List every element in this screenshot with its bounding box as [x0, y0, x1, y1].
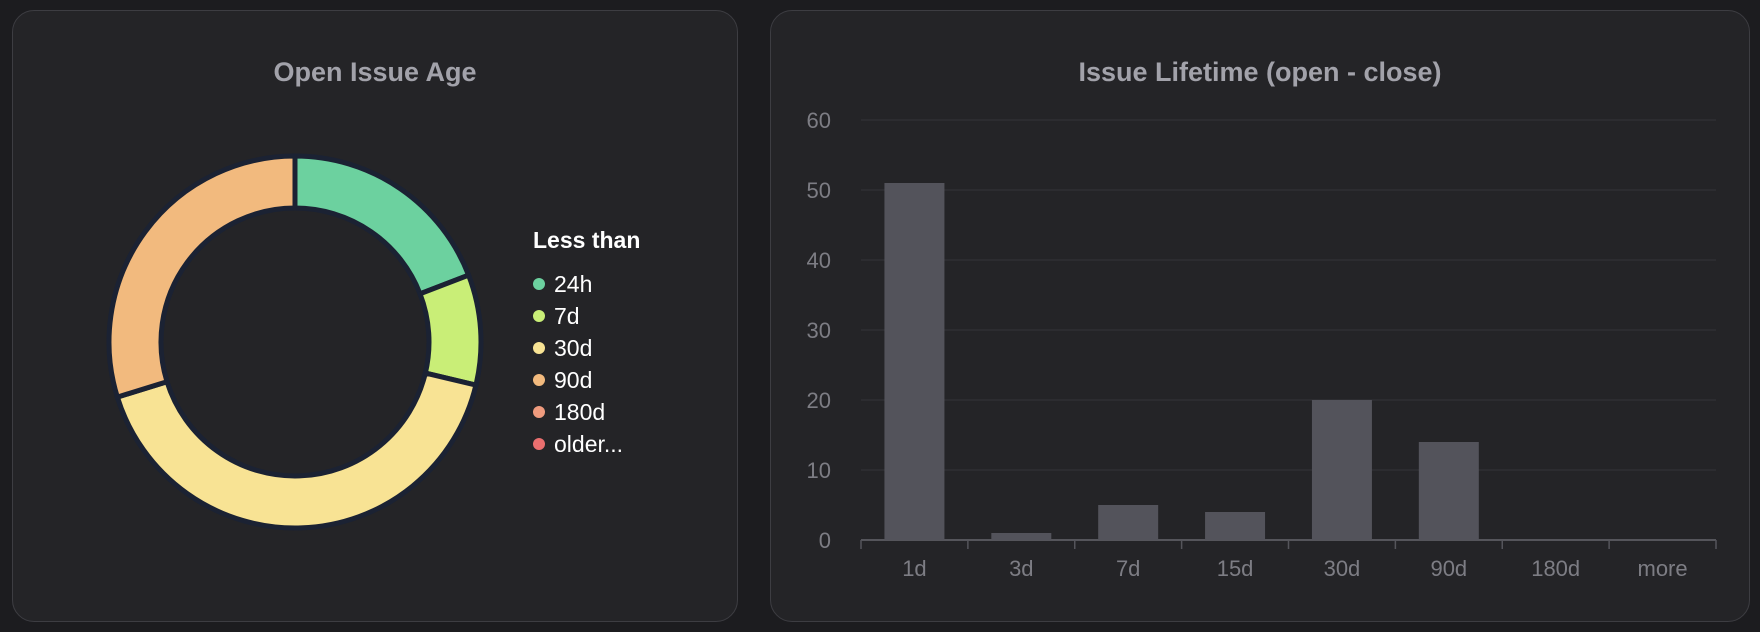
legend-label: 180d: [554, 398, 606, 425]
x-tick-label: 180d: [1531, 556, 1580, 581]
donut-slice-90d[interactable]: [106, 153, 298, 401]
legend-swatch: [533, 278, 545, 290]
y-tick-label: 0: [819, 528, 831, 553]
donut-legend: Less than 24h 7d 30d 90d 180d older...: [533, 227, 640, 460]
issue-lifetime-bar-chart: 0 10 20 30 40 50 60 1d 3d 7d 15d 30d 90d 180d more: [807, 108, 1717, 581]
bar-3d[interactable]: [991, 533, 1052, 540]
legend-label: 24h: [554, 270, 593, 297]
issue-lifetime-panel: Issue Lifetime (open - close) 0 10 20 30 40 5…: [770, 10, 1750, 622]
legend-swatch: [533, 342, 545, 354]
bar-90d[interactable]: [1418, 442, 1479, 540]
legend-item[interactable]: 180d: [533, 396, 640, 428]
y-tick-label: 40: [807, 248, 831, 273]
bar-1d[interactable]: [884, 183, 945, 540]
bar-30d[interactable]: [1311, 400, 1372, 540]
x-tick-label: 3d: [1009, 556, 1033, 581]
x-tick-label: 1d: [902, 556, 926, 581]
legend-title: Less than: [533, 227, 641, 253]
legend-item[interactable]: older...: [533, 428, 640, 460]
legend-swatch: [533, 310, 545, 322]
legend-swatch: [533, 438, 545, 450]
legend-item[interactable]: 30d: [533, 332, 640, 364]
legend-item[interactable]: 7d: [533, 300, 640, 332]
donut-slice-24h[interactable]: [292, 153, 472, 298]
open-issue-age-panel: Open Issue Age Less than 24h 7d 30d 90d 180d…: [12, 10, 738, 622]
legend-label: 90d: [554, 366, 593, 393]
legend-label: 7d: [554, 302, 580, 329]
open-issue-age-title: Open Issue Age: [273, 57, 477, 87]
issue-lifetime-title: Issue Lifetime (open - close): [1078, 57, 1442, 87]
donut-slice-30d[interactable]: [114, 370, 479, 531]
legend-swatch: [533, 406, 545, 418]
x-tick-label: 90d: [1430, 556, 1467, 581]
x-tick-label: more: [1638, 556, 1688, 581]
y-tick-label: 50: [807, 178, 831, 203]
y-tick-label: 20: [807, 388, 831, 413]
y-tick-label: 30: [807, 318, 831, 343]
legend-item[interactable]: 24h: [533, 268, 640, 300]
legend-swatch: [533, 374, 545, 386]
legend-label: older...: [554, 430, 624, 457]
bar-7d[interactable]: [1098, 505, 1159, 540]
y-tick-label: 10: [807, 458, 831, 483]
x-tick-label: 15d: [1217, 556, 1254, 581]
y-tick-label: 60: [807, 108, 831, 133]
bar-15d[interactable]: [1205, 512, 1266, 540]
donut-slice-7d[interactable]: [416, 271, 484, 389]
x-tick-label: 7d: [1116, 556, 1140, 581]
legend-item[interactable]: 90d: [533, 364, 640, 396]
x-tick-label: 30d: [1324, 556, 1361, 581]
legend-label: 30d: [554, 334, 593, 361]
open-issue-age-donut-chart: [106, 153, 484, 531]
